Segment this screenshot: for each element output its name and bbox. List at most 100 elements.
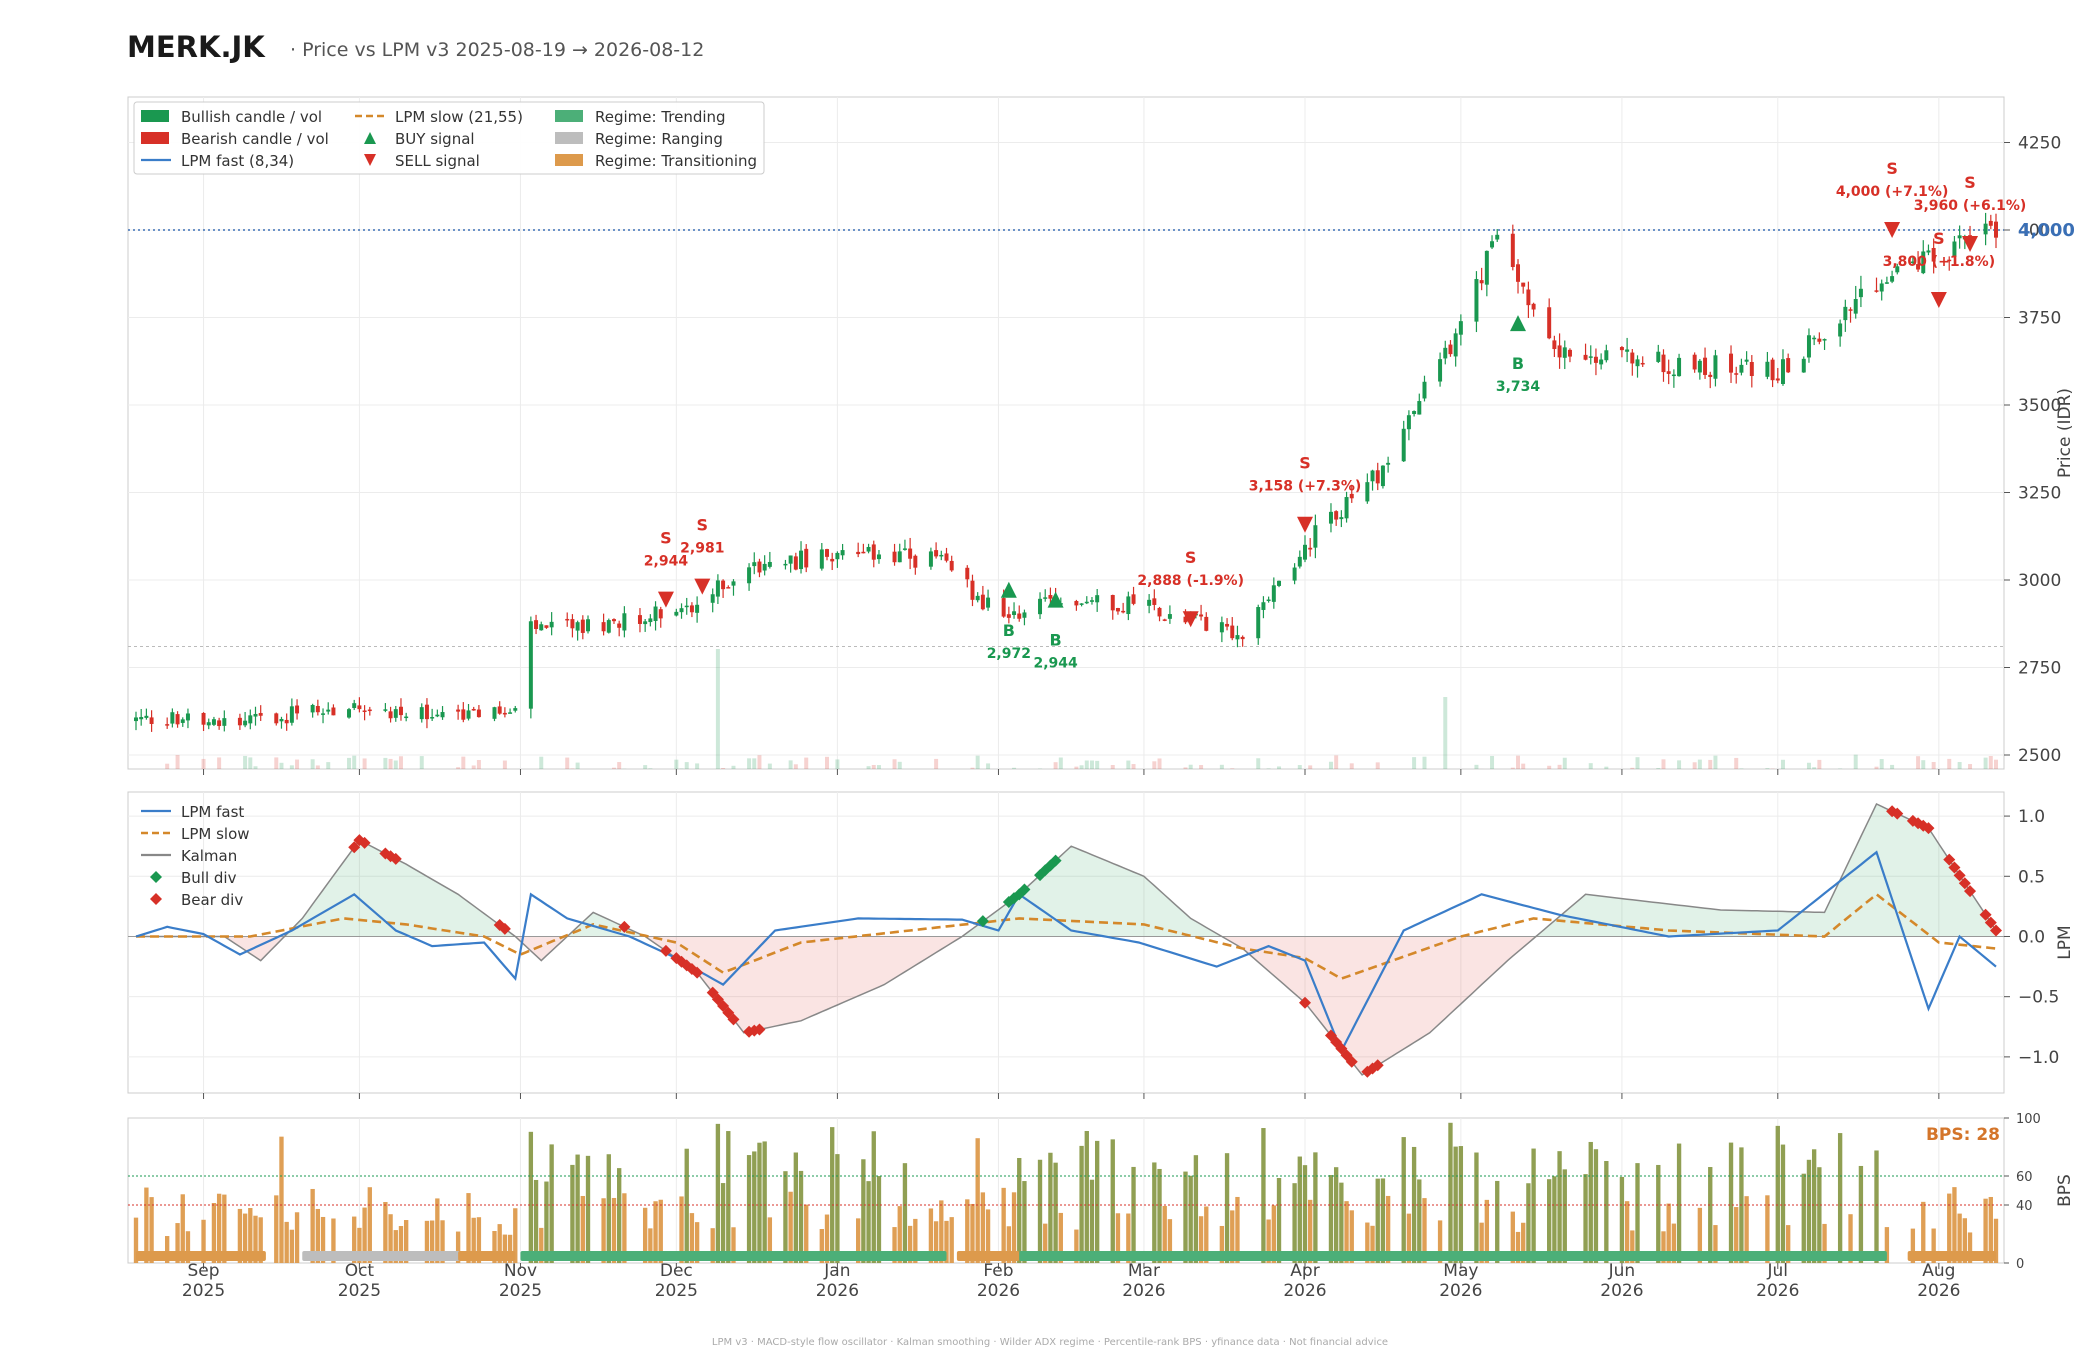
bps-bar bbox=[856, 1218, 861, 1263]
candle-body bbox=[1417, 401, 1422, 415]
kalman-fill-negative bbox=[136, 936, 1996, 1075]
bear-div-marker bbox=[1943, 853, 1956, 866]
volume-bar bbox=[1983, 757, 1988, 769]
candle-body bbox=[289, 706, 294, 723]
candle-body bbox=[1879, 283, 1884, 292]
legend-label: LPM slow (21,55) bbox=[395, 108, 523, 126]
bps-bar bbox=[679, 1196, 684, 1263]
volume-bar bbox=[1256, 758, 1261, 769]
candle-body bbox=[1110, 595, 1115, 611]
signal-letter: S bbox=[697, 516, 709, 535]
candle-body bbox=[347, 709, 352, 718]
lpm-tick-label: −0.5 bbox=[2018, 988, 2059, 1008]
bps-bar bbox=[715, 1123, 721, 1263]
bps-bar bbox=[819, 1229, 824, 1263]
volume-bar bbox=[217, 757, 222, 769]
volume-bar bbox=[1230, 768, 1235, 769]
volume-bar bbox=[1053, 762, 1058, 769]
bps-bar bbox=[1630, 1230, 1635, 1263]
candle-body bbox=[1926, 250, 1931, 253]
volume-bar bbox=[617, 762, 622, 769]
candle-body bbox=[1219, 622, 1224, 633]
volume-bar bbox=[289, 765, 294, 769]
candle-body bbox=[357, 705, 362, 710]
signal-letter: B bbox=[1512, 354, 1524, 373]
bps-bar bbox=[804, 1204, 809, 1263]
bps-bar bbox=[1474, 1152, 1479, 1263]
bps-bar bbox=[1858, 1165, 1864, 1263]
candle-body bbox=[1677, 357, 1682, 377]
bps-bar bbox=[471, 1217, 476, 1263]
candle-body bbox=[1812, 337, 1817, 340]
sell-marker bbox=[1296, 516, 1313, 533]
bps-bar bbox=[1547, 1179, 1552, 1263]
candle-body bbox=[134, 717, 138, 722]
bps-bar bbox=[1095, 1140, 1100, 1263]
bps-bar bbox=[1552, 1176, 1557, 1263]
candle-body bbox=[1770, 359, 1775, 381]
volume-bar bbox=[419, 756, 424, 769]
bps-bar bbox=[175, 1223, 180, 1263]
buy-marker bbox=[1000, 581, 1017, 598]
candle-body bbox=[1048, 595, 1053, 599]
candle-body bbox=[1089, 600, 1094, 602]
volume-bar bbox=[1334, 755, 1339, 769]
bps-bar bbox=[1058, 1212, 1063, 1263]
bps-bar bbox=[1765, 1195, 1770, 1263]
x-tick-month: Feb bbox=[983, 1261, 1013, 1281]
x-tick-month: Mar bbox=[1128, 1261, 1160, 1281]
candle-body bbox=[1744, 359, 1749, 362]
bear-div-marker bbox=[348, 841, 361, 854]
legend-label: Regime: Transitioning bbox=[595, 152, 757, 170]
volume-bar bbox=[1931, 762, 1936, 769]
candle-body bbox=[315, 705, 320, 713]
bps-bar bbox=[1671, 1223, 1677, 1263]
candle-body bbox=[892, 551, 897, 563]
volume-bar bbox=[165, 763, 170, 769]
candle-body bbox=[165, 724, 170, 726]
bps-bar bbox=[476, 1217, 482, 1263]
bps-bar bbox=[1162, 1205, 1167, 1263]
bear-div-marker bbox=[753, 1023, 766, 1036]
legend-diamond-icon bbox=[150, 893, 162, 905]
x-tick-year: 2026 bbox=[1122, 1281, 1165, 1301]
bps-bar bbox=[1448, 1122, 1453, 1263]
bps-bar bbox=[1952, 1187, 1957, 1263]
bps-bar bbox=[1983, 1198, 1988, 1263]
bps-bar bbox=[1728, 1142, 1734, 1263]
lpm-axis-label: LPM bbox=[2055, 925, 2075, 959]
sell-marker bbox=[1182, 611, 1199, 628]
candle-body bbox=[1443, 347, 1448, 359]
bps-bar bbox=[1931, 1228, 1936, 1263]
candle-body bbox=[1734, 373, 1739, 375]
bps-bar bbox=[1947, 1193, 1952, 1263]
candle-body bbox=[211, 719, 216, 725]
candle-body bbox=[1017, 613, 1022, 619]
bps-bar bbox=[570, 1164, 575, 1263]
candle-body bbox=[222, 718, 227, 726]
bear-div-marker bbox=[498, 922, 511, 935]
candle-body bbox=[793, 556, 798, 570]
candle-body bbox=[1022, 612, 1027, 618]
bps-bar bbox=[1811, 1149, 1817, 1263]
bps-bar bbox=[144, 1187, 149, 1263]
volume-bar bbox=[752, 758, 757, 769]
volume-bar bbox=[362, 758, 367, 769]
candle-body bbox=[830, 558, 835, 562]
legend-label: LPM fast (8,34) bbox=[181, 152, 294, 170]
candle-body bbox=[1095, 595, 1100, 603]
candle-body bbox=[1344, 497, 1349, 519]
bear-div-marker bbox=[1964, 885, 1977, 898]
bps-bar bbox=[1562, 1169, 1567, 1263]
volume-bar bbox=[1677, 760, 1682, 769]
candle-body bbox=[944, 553, 949, 561]
candle-body bbox=[570, 619, 575, 629]
bps-bar bbox=[1204, 1206, 1209, 1263]
bps-bar bbox=[279, 1136, 284, 1263]
candle-body bbox=[435, 714, 440, 717]
volume-bar bbox=[1988, 756, 1993, 769]
candle-body bbox=[695, 604, 700, 613]
candle-body bbox=[274, 713, 279, 724]
volume-bar bbox=[1947, 758, 1952, 769]
candle-body bbox=[456, 709, 461, 712]
